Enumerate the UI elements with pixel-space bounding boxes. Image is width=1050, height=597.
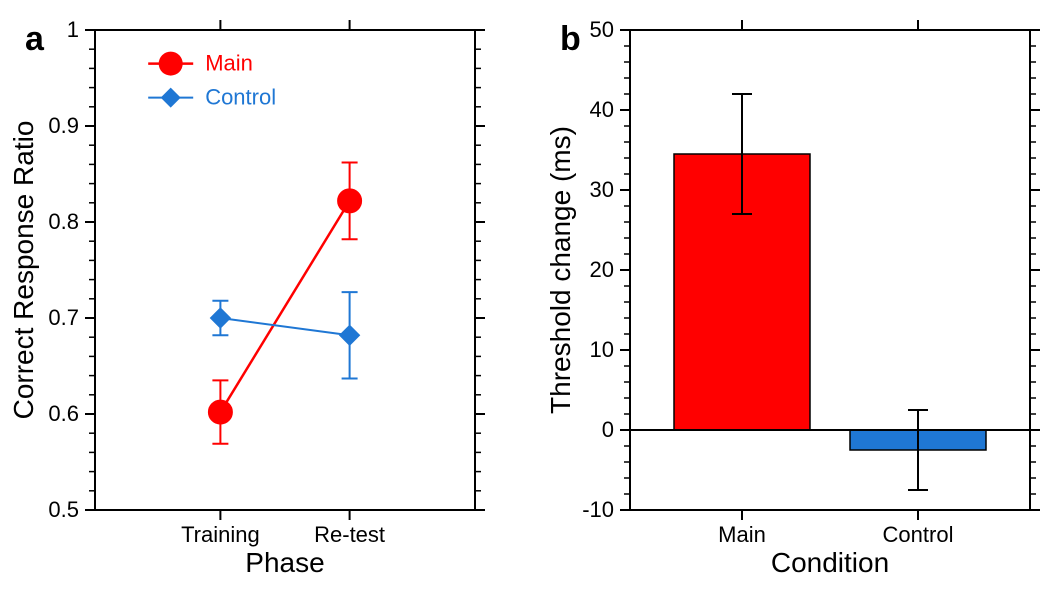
panel-a-ytick-label: 0.6 [48, 401, 79, 426]
panel-a-ytick-label: 0.5 [48, 497, 79, 522]
panel-a-marker-diamond [340, 325, 360, 345]
panel-a-line-main [220, 201, 349, 412]
panel-a-xtick-label: Re-test [314, 522, 385, 547]
panel-a-marker-circle [338, 189, 362, 213]
panel-a-ylabel: Correct Response Ratio [8, 121, 39, 420]
panel-b-ytick-label: 20 [590, 257, 614, 282]
legend-marker [161, 88, 181, 108]
panel-a-label: a [25, 20, 45, 58]
panel-b-xtick-label: Control [883, 522, 954, 547]
panel-b: b -10 0 10 20 30 40 50 Main ControlCondition Thres… [545, 17, 1040, 578]
panel-a: a 0.5 0.6 0.7 0.8 0.9 1 Training Re-testPhase Cor… [8, 17, 485, 578]
panel-b-ytick-label: -10 [582, 497, 614, 522]
panel-a-line-control [220, 318, 349, 335]
panel-b-ytick-label: 40 [590, 97, 614, 122]
panel-b-ytick-label: 30 [590, 177, 614, 202]
panel-b-ytick-label: 10 [590, 337, 614, 362]
panel-a-ytick-label: 0.9 [48, 113, 79, 138]
legend-label: Main [205, 51, 253, 76]
panel-b-xtick-label: Main [718, 522, 766, 547]
panel-b-ytick-label: 50 [590, 17, 614, 42]
panel-a-marker-circle [208, 400, 232, 424]
figure: a 0.5 0.6 0.7 0.8 0.9 1 Training Re-testPhase Cor… [0, 0, 1050, 597]
panel-b-xlabel: Condition [771, 547, 889, 578]
panel-a-xtick-label: Training [181, 522, 260, 547]
panel-a-axes [95, 30, 475, 510]
panel-b-label: b [560, 20, 581, 58]
legend-marker [159, 52, 183, 76]
panel-a-marker-diamond [210, 308, 230, 328]
panel-b-ylabel: Threshold change (ms) [545, 126, 576, 414]
figure-svg: a 0.5 0.6 0.7 0.8 0.9 1 Training Re-testPhase Cor… [0, 0, 1050, 597]
panel-b-ytick-label: 0 [602, 417, 614, 442]
panel-a-xlabel: Phase [245, 547, 324, 578]
panel-a-ytick-label: 0.8 [48, 209, 79, 234]
panel-a-ytick-label: 0.7 [48, 305, 79, 330]
legend-label: Control [205, 85, 276, 110]
panel-a-ytick-label: 1 [67, 17, 79, 42]
